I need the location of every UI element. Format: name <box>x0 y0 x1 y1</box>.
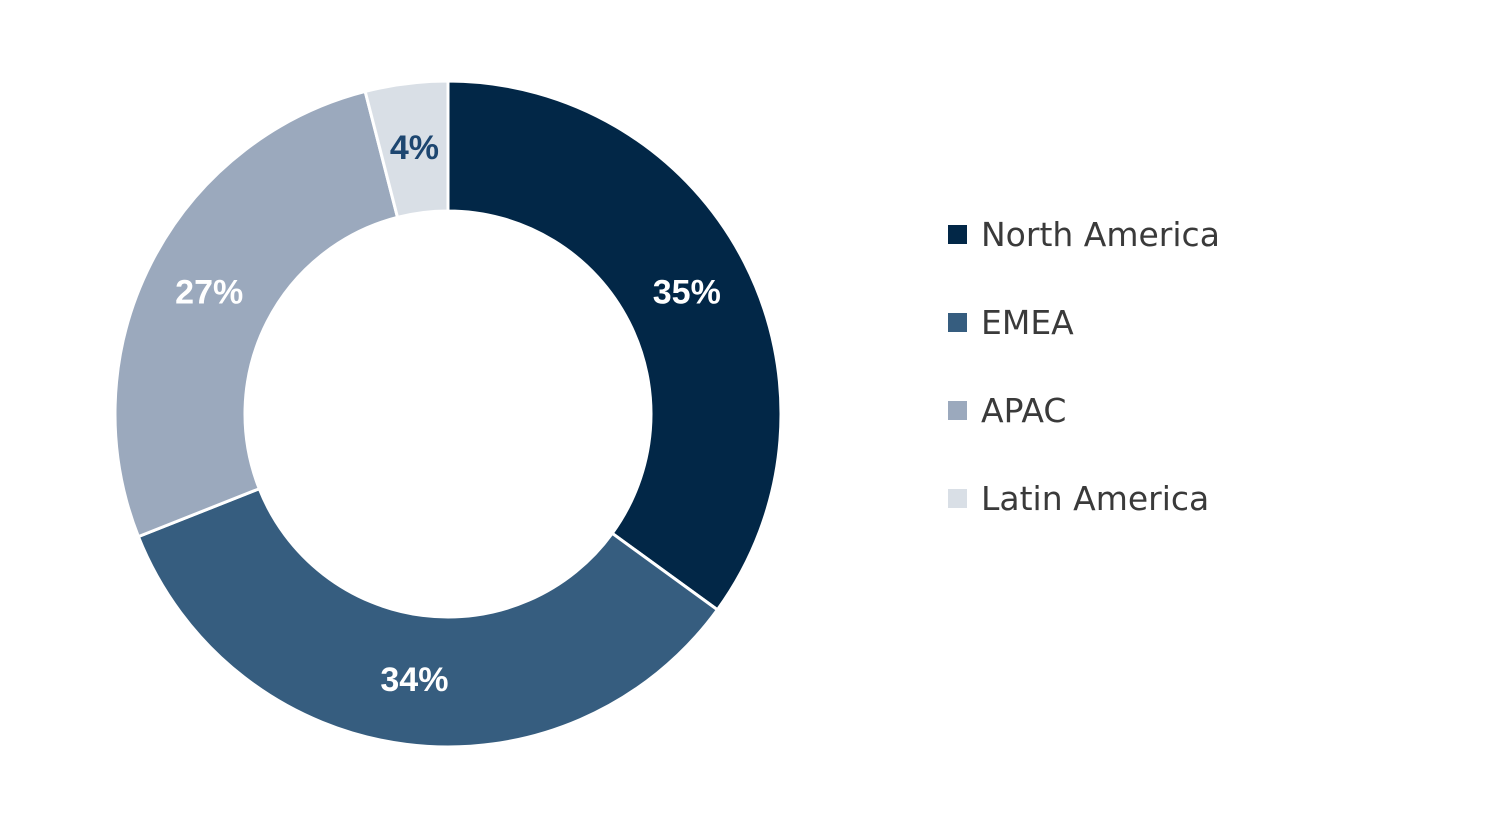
legend-item: Latin America <box>948 454 1220 542</box>
slice-value-label: 27% <box>175 273 243 311</box>
donut-slice-apac <box>113 89 400 539</box>
legend-item: APAC <box>948 366 1220 454</box>
chart-legend: North America EMEA APAC Latin America <box>948 190 1220 542</box>
legend-swatch <box>948 488 967 508</box>
legend-label: Latin America <box>981 478 1210 518</box>
legend-item: North America <box>948 190 1220 278</box>
slice-value-label: 35% <box>653 273 721 311</box>
legend-swatch <box>948 400 967 420</box>
slice-value-label: 34% <box>380 661 448 699</box>
donut-slice-emea <box>136 486 720 749</box>
legend-label: EMEA <box>981 302 1074 342</box>
legend-label: APAC <box>981 390 1067 430</box>
donut-slice-north-america <box>446 79 783 612</box>
legend-label: North America <box>981 214 1220 254</box>
legend-swatch <box>948 312 967 332</box>
legend-item: EMEA <box>948 278 1220 366</box>
legend-swatch <box>948 224 967 244</box>
slice-value-label: 4% <box>390 129 439 167</box>
donut-slice-latin-america <box>363 79 450 220</box>
